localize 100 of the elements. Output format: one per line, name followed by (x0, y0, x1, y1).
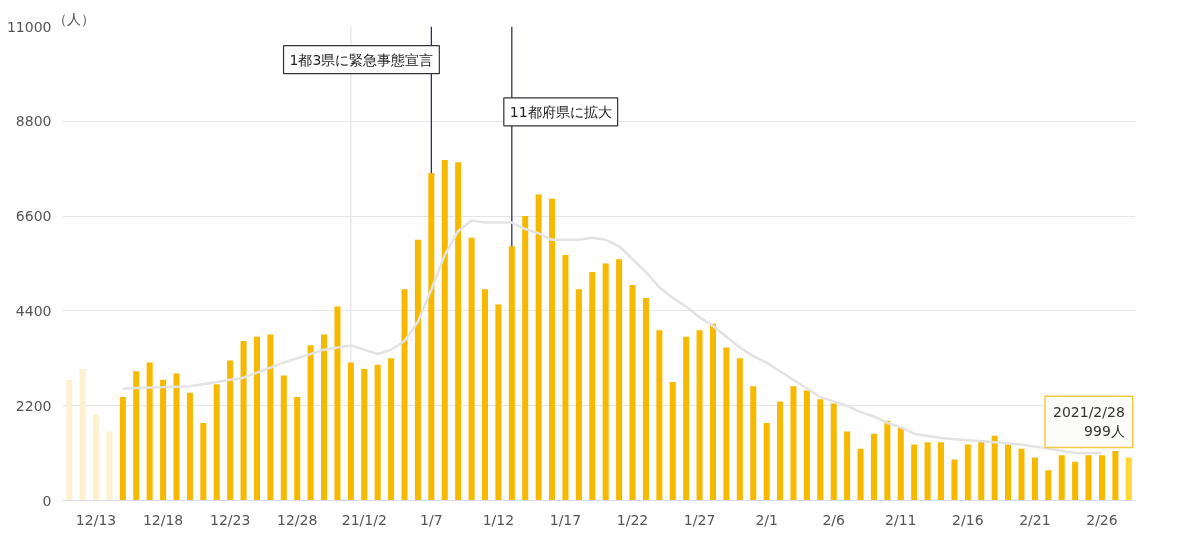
bar (549, 198, 556, 501)
bar (414, 239, 421, 501)
x-tick-label: 2/16 (952, 511, 984, 528)
bar (213, 384, 220, 501)
bar (307, 345, 314, 501)
bar (146, 362, 153, 501)
y-tick-label: 11000 (6, 18, 52, 35)
bar (79, 369, 86, 501)
bar (964, 444, 971, 501)
x-tick-label: 1/12 (482, 511, 515, 528)
x-tick-label: 12/13 (75, 511, 117, 528)
bar (1031, 457, 1038, 501)
bar (817, 399, 824, 501)
x-tick-label: 12/28 (277, 511, 318, 528)
bar (1018, 448, 1025, 501)
bar (227, 360, 234, 501)
x-tick-label: 2/21 (1019, 511, 1051, 528)
bar (642, 297, 649, 501)
bar (133, 371, 140, 501)
bar (374, 364, 381, 501)
bar (736, 358, 743, 501)
bar (1045, 470, 1052, 501)
x-tick-label: 12/23 (209, 511, 251, 528)
bar (294, 397, 301, 501)
bar (93, 414, 100, 501)
bar (1072, 461, 1079, 501)
ref-line-label: 11都府県に拡大 (509, 103, 612, 120)
x-tick-label: 1/27 (683, 511, 716, 528)
x-tick-label: 1/22 (616, 511, 649, 528)
bar (428, 173, 435, 501)
bar (200, 422, 207, 501)
annotation: 2021/2/28 999人 (1053, 404, 1125, 440)
bar (1085, 455, 1092, 501)
bar (857, 448, 864, 501)
bar (884, 420, 891, 501)
y-tick-label: 0 (42, 492, 52, 509)
bar (656, 330, 663, 501)
bar (535, 194, 542, 501)
bar (468, 237, 475, 501)
x-tick-label: 2/11 (885, 511, 917, 528)
bar (723, 347, 730, 501)
bar (334, 306, 341, 501)
bar (522, 216, 529, 501)
x-tick-label: 2/6 (822, 511, 846, 528)
bar (280, 375, 287, 501)
bar (951, 459, 958, 501)
bar (991, 435, 998, 501)
bar (1058, 455, 1065, 501)
bar (683, 336, 690, 501)
bar (790, 386, 797, 501)
bar (911, 444, 918, 501)
x-tick-label: 2/26 (1086, 511, 1118, 528)
bar (508, 246, 515, 501)
bar (441, 160, 448, 501)
bar (777, 401, 784, 501)
y-tick-label: 6600 (15, 208, 52, 225)
bar (401, 289, 408, 501)
bar (978, 440, 985, 501)
bar (481, 289, 489, 501)
bar (1125, 457, 1132, 501)
bar (160, 379, 167, 501)
bar (1112, 450, 1119, 501)
y-tick-label: 8800 (15, 113, 52, 130)
bar (267, 334, 274, 501)
bar (629, 285, 636, 501)
bar (321, 334, 328, 501)
bar (870, 433, 877, 501)
y-tick-label: 2200 (15, 397, 52, 414)
bar (106, 431, 113, 501)
x-tick-label: 1/7 (420, 511, 443, 528)
bar (562, 254, 569, 501)
bar (763, 422, 770, 501)
bar (602, 263, 609, 501)
bar (803, 390, 810, 501)
bar (589, 272, 596, 501)
x-tick-label: 12/18 (142, 511, 184, 528)
x-tick-label: 21/1/2 (341, 511, 387, 528)
bar (696, 330, 703, 501)
bar (844, 431, 851, 501)
bar (240, 341, 247, 501)
ref-line-label: 1都3県に緊急事態宣言 (289, 51, 434, 68)
bar (1098, 455, 1105, 501)
x-tick-label: 2/1 (755, 511, 778, 528)
bar (709, 323, 717, 501)
bar (669, 382, 676, 501)
x-tick-label: 1/17 (549, 511, 582, 528)
bar (119, 397, 126, 501)
bar (361, 369, 368, 501)
bar (388, 358, 395, 501)
bar (830, 403, 837, 501)
bar (750, 386, 757, 501)
bar (924, 442, 931, 501)
bar (347, 362, 354, 501)
y-axis-title: （人） (52, 10, 95, 27)
bar (173, 373, 180, 501)
bar (1005, 444, 1012, 501)
bar (938, 442, 945, 501)
bar (575, 289, 582, 501)
bar (495, 304, 502, 501)
bar (897, 427, 904, 501)
